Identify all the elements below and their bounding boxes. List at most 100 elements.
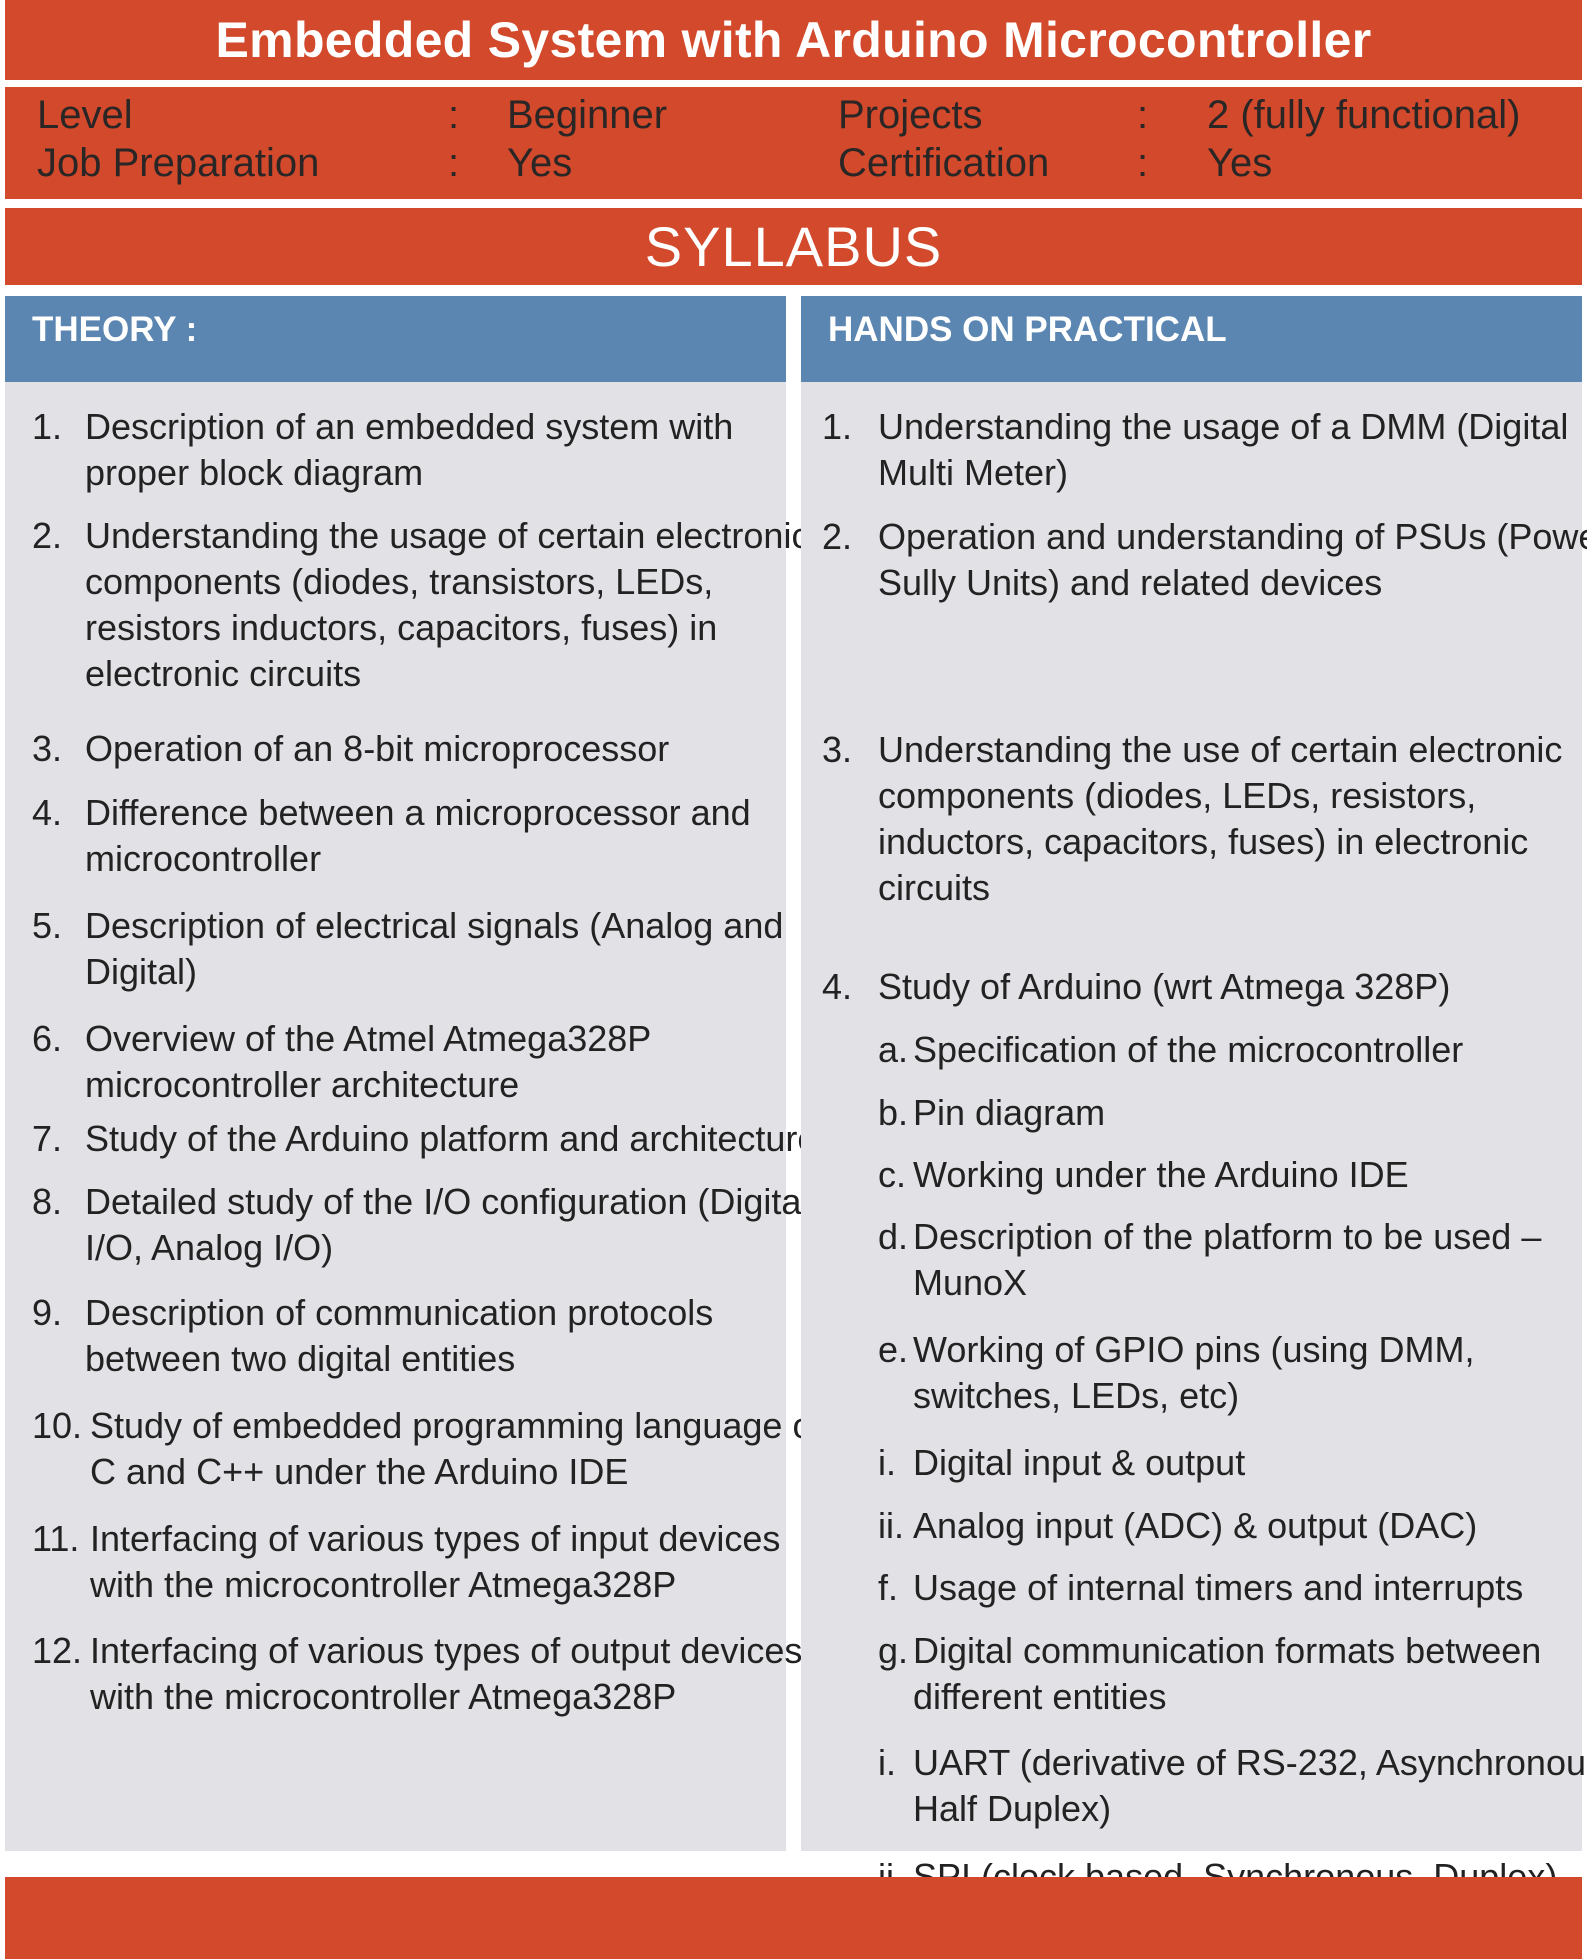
theory-item-text: Understanding the usage of certain elect… [85, 515, 810, 556]
theory-item-text: microcontroller architecture [85, 1064, 520, 1105]
theory-item-number: 8. [32, 1181, 63, 1222]
practical-heading: HANDS ON PRACTICAL [801, 296, 1582, 382]
practical-item-number: i. [878, 1442, 896, 1483]
practical-item-text: Working under the Arduino IDE [913, 1154, 1409, 1195]
job-preparation-label: Job Preparation [37, 141, 320, 185]
course-title: Embedded System with Arduino Microcontro… [215, 12, 1372, 68]
practical-item-text: Study of Arduino (wrt Atmega 328P) [878, 966, 1451, 1007]
practical-list-item: 1. Understanding the usage of a DMM (Digi… [822, 404, 1568, 496]
practical-item-text: Digital input & output [913, 1442, 1246, 1483]
practical-list-item: ii. Analog input (ADC) & output (DAC) [878, 1503, 1477, 1549]
practical-list-item: i. UART (derivative of RS-232, Asynchrono… [878, 1740, 1587, 1832]
theory-list-item: 2. Understanding the usage of certain ele… [32, 513, 809, 697]
practical-list-item: i. Digital input & output [878, 1440, 1245, 1486]
projects-value: 2 (fully functional) [1207, 93, 1521, 137]
theory-item-number: 11. [32, 1518, 80, 1559]
job-preparation-value: Yes [507, 141, 573, 185]
practical-item-number: d. [878, 1216, 909, 1257]
theory-list-item: 8. Detailed study of the I/O configuratio… [32, 1179, 809, 1271]
practical-item-number: b. [878, 1092, 909, 1133]
practical-item-text: Half Duplex) [913, 1788, 1112, 1829]
practical-item-text: Working of GPIO pins (using DMM, [913, 1329, 1475, 1370]
theory-item-text: electronic circuits [85, 653, 362, 694]
practical-item-text: Usage of internal timers and interrupts [913, 1567, 1524, 1608]
practical-item-number: 3. [822, 729, 853, 770]
theory-item-number: 9. [32, 1292, 63, 1333]
syllabus-title: SYLLABUS [644, 215, 943, 278]
practical-list-item: f. Usage of internal timers and interrupt… [878, 1565, 1523, 1611]
practical-item-number: i. [878, 1742, 896, 1783]
theory-list-item: 10. Study of embedded programming languag… [32, 1403, 822, 1495]
theory-list-item: 7. Study of the Arduino platform and arch… [32, 1116, 817, 1162]
practical-item-number: 2. [822, 516, 853, 557]
theory-item-number: 6. [32, 1018, 63, 1059]
practical-item-text: Specification of the microcontroller [913, 1029, 1464, 1070]
theory-list-item: 12. Interfacing of various types of outpu… [32, 1628, 802, 1720]
theory-list-item: 1. Description of an embedded system with… [32, 404, 733, 496]
theory-item-number: 10. [32, 1405, 83, 1446]
practical-item-text: inductors, capacitors, fuses) in electro… [878, 821, 1529, 862]
practical-column: HANDS ON PRACTICAL 1. Understanding the u… [801, 296, 1587, 1897]
theory-item-number: 12. [32, 1630, 83, 1671]
practical-item-text: Operation and understanding of PSUs (Pow… [878, 516, 1587, 557]
theory-item-text: with the microcontroller Atmega328P [90, 1676, 677, 1717]
theory-item-number: 7. [32, 1118, 63, 1159]
practical-item-number: ii. [878, 1505, 904, 1546]
practical-item-text: different entities [913, 1676, 1167, 1717]
theory-item-text: Operation of an 8-bit microprocessor [85, 728, 670, 769]
practical-item-number: e. [878, 1329, 909, 1370]
theory-item-text: Study of embedded programming language o… [90, 1405, 823, 1446]
theory-list-item: 6. Overview of the Atmel Atmega328P microc… [32, 1016, 651, 1108]
certification-label: Certification [838, 141, 1050, 185]
theory-item-text: resistors inductors, capacitors, fuses) … [85, 607, 718, 648]
practical-list-item: a. Specification of the microcontroller [878, 1027, 1463, 1073]
practical-item-number: f. [878, 1567, 899, 1608]
practical-list-item: 3. Understanding the use of certain elect… [822, 727, 1562, 911]
practical-list-item: c. Working under the Arduino IDE [878, 1152, 1409, 1198]
theory-list-item: 5. Description of electrical signals (Ana… [32, 903, 783, 995]
practical-list-item: 4. Study of Arduino (wrt Atmega 328P) [822, 964, 1450, 1010]
practical-item-text: UART (derivative of RS-232, Asynchronous… [913, 1742, 1587, 1783]
theory-item-text: Detailed study of the I/O configuration … [85, 1181, 810, 1222]
theory-list-item: 3. Operation of an 8-bit microprocessor [32, 726, 669, 772]
practical-item-number: c. [878, 1154, 907, 1195]
theory-item-text: Description of an embedded system with [85, 406, 734, 447]
certification-separator: : [1137, 141, 1149, 185]
theory-column: THEORY : 1. Description of an embedded sy… [5, 296, 822, 1851]
theory-item-text: Interfacing of various types of output d… [90, 1630, 803, 1671]
practical-item-text: switches, LEDs, etc) [913, 1375, 1240, 1416]
theory-item-text: Study of the Arduino platform and archit… [85, 1118, 818, 1159]
theory-item-number: 4. [32, 792, 63, 833]
theory-item-text: Description of communication protocols [85, 1292, 714, 1333]
theory-item-number: 5. [32, 905, 63, 946]
practical-item-text: Digital communication formats between [913, 1630, 1542, 1671]
practical-item-number: 1. [822, 406, 853, 447]
practical-item-text: components (diodes, LEDs, resistors, [878, 775, 1477, 816]
theory-item-number: 3. [32, 728, 63, 769]
practical-list-item: 2. Operation and understanding of PSUs (P… [822, 514, 1587, 606]
theory-item-number: 2. [32, 515, 63, 556]
practical-item-number: 4. [822, 966, 853, 1007]
practical-item-text: Multi Meter) [878, 452, 1069, 493]
practical-item-number: g. [878, 1630, 909, 1671]
projects-label: Projects [838, 93, 983, 137]
title-bar: Embedded System with Arduino Microcontro… [5, 0, 1582, 80]
theory-item-text: components (diodes, transistors, LEDs, [85, 561, 714, 602]
course-info-panel: Level : Beginner Projects : 2 (fully fun… [5, 87, 1582, 199]
practical-list-item: b. Pin diagram [878, 1090, 1105, 1136]
theory-item-text: microcontroller [85, 838, 322, 879]
theory-list-item: 4. Difference between a microprocessor an… [32, 790, 751, 882]
theory-item-text: with the microcontroller Atmega328P [90, 1564, 677, 1605]
theory-item-text: C and C++ under the Arduino IDE [90, 1451, 629, 1492]
theory-list-item: 11. Interfacing of various types of input… [32, 1516, 780, 1608]
theory-item-text: Difference between a microprocessor and [85, 792, 751, 833]
theory-item-number: 1. [32, 406, 63, 447]
certification-value: Yes [1207, 141, 1273, 185]
level-separator: : [448, 93, 460, 137]
theory-item-text: I/O, Analog I/O) [85, 1227, 334, 1268]
practical-item-text: Understanding the use of certain electro… [878, 729, 1563, 770]
level-label: Level [37, 93, 133, 137]
practical-item-number: a. [878, 1029, 909, 1070]
theory-list-item: 9. Description of communication protocols… [32, 1290, 713, 1382]
footer-bar [5, 1877, 1582, 1959]
